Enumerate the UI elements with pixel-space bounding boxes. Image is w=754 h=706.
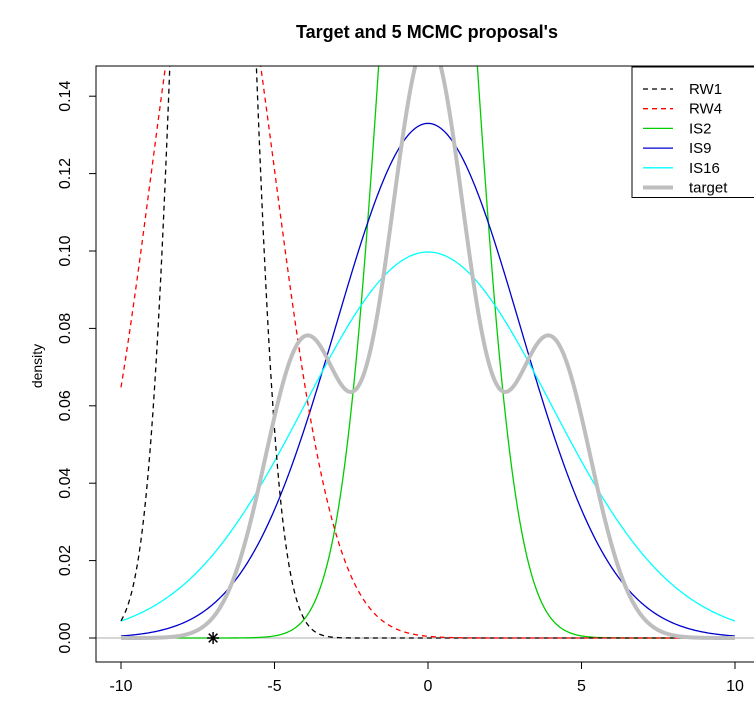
chart-title: Target and 5 MCMC proposal's	[296, 22, 558, 42]
legend-label: RW1	[689, 81, 722, 98]
legend-label: RW4	[689, 101, 722, 118]
y-axis: 0.00 0.02 0.04 0.06 0.08 0.10 0.12 0.14	[57, 81, 97, 654]
legend-label: IS9	[689, 140, 712, 157]
x-tick-label: 0	[424, 678, 433, 695]
x-tick-label: -5	[267, 678, 281, 695]
legend-label: IS16	[689, 160, 720, 177]
y-axis-title: density	[29, 344, 45, 388]
series-line-rw4	[120, 66, 735, 639]
x-axis: -10 -5 0 5 10	[109, 661, 744, 695]
plot-frame	[95, 65, 754, 663]
y-tick-label: 0.08	[57, 313, 74, 344]
legend-label: IS2	[689, 120, 712, 137]
legend-label: target	[689, 180, 728, 197]
y-tick-label: 0.04	[57, 468, 74, 499]
marker-asterisk	[207, 632, 220, 644]
series-line-is16	[120, 251, 736, 622]
y-tick-label: 0.10	[57, 235, 74, 266]
y-tick-label: 0.00	[57, 622, 74, 653]
x-tick-label: -10	[109, 678, 132, 695]
y-tick-label: 0.02	[57, 545, 74, 576]
y-tick-label: 0.06	[57, 390, 74, 421]
series-line-is9	[120, 122, 736, 637]
y-tick-label: 0.12	[57, 158, 74, 189]
series-layer	[96, 66, 754, 644]
series-line-rw1	[120, 66, 735, 639]
series-line-target	[120, 66, 736, 640]
y-tick-label: 0.14	[57, 81, 74, 112]
legend: RW1 RW4 IS2 IS9 IS16 target	[631, 66, 754, 198]
x-tick-label: 5	[577, 678, 586, 695]
x-tick-label: 10	[726, 678, 744, 695]
